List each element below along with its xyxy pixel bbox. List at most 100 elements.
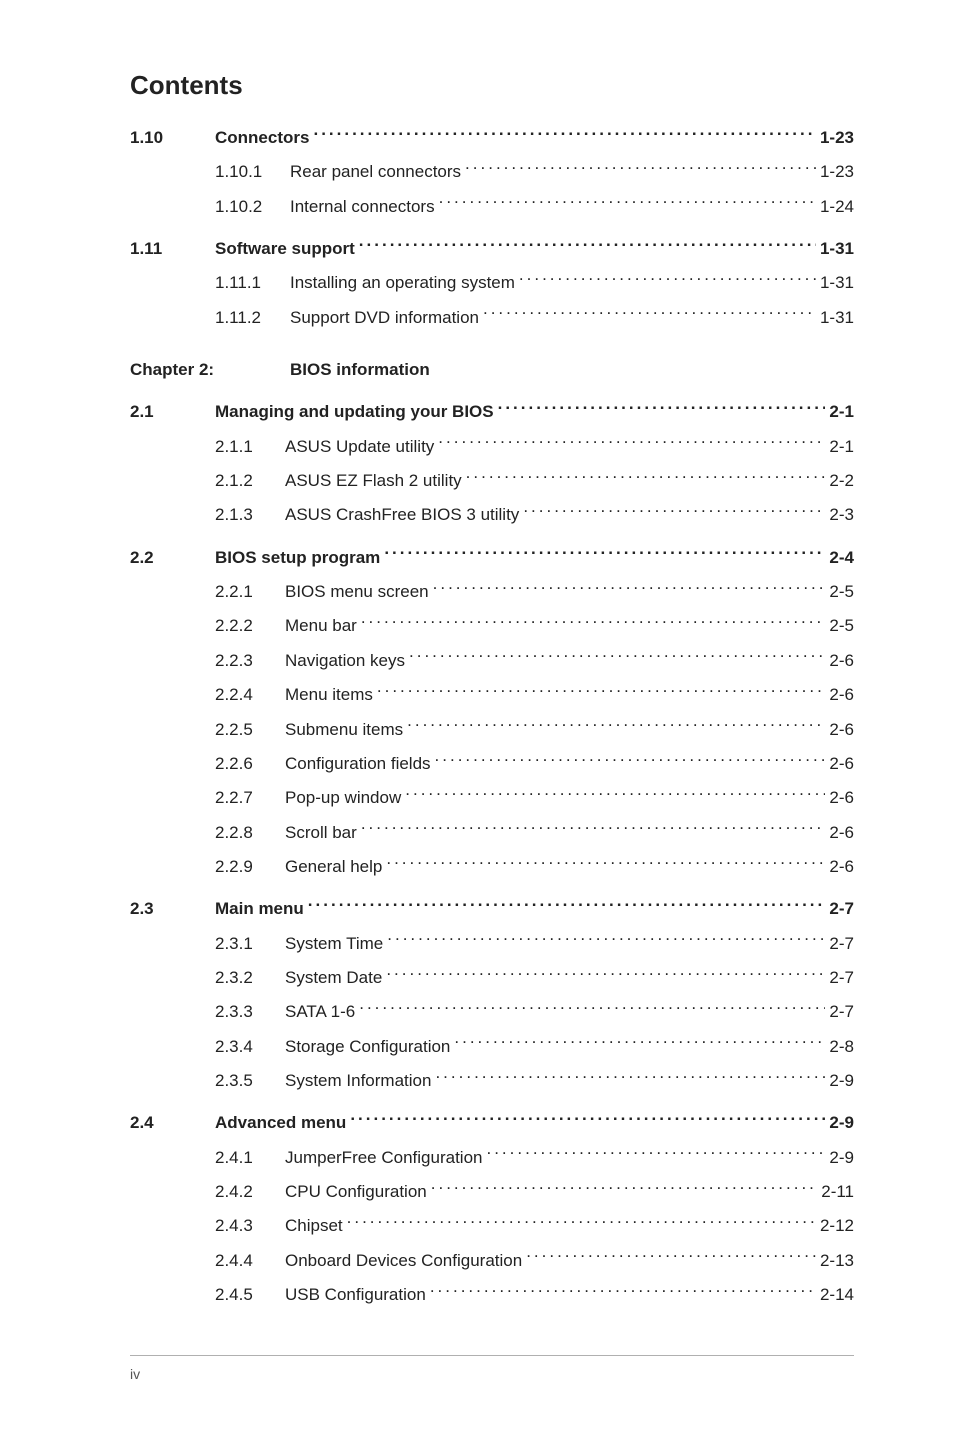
toc-sub-num: 1.10.2 <box>215 194 290 220</box>
toc-sub-num: 1.11.1 <box>215 270 290 296</box>
toc-sub-label: BIOS menu screen <box>285 579 829 605</box>
toc-section-label: Connectors <box>215 125 820 151</box>
toc-sub-num: 2.3.2 <box>215 965 285 991</box>
toc-sub-label: Chipset <box>285 1213 820 1239</box>
toc-leader-dots <box>438 435 825 452</box>
toc-chapter-num: Chapter 2: <box>130 357 290 383</box>
toc-subsection: 2.3.4Storage Configuration2-8 <box>130 1034 854 1060</box>
toc-sub-text: CPU Configuration <box>285 1179 427 1205</box>
toc-leader-dots <box>486 1146 825 1163</box>
toc-subsection: 2.2.4Menu items 2-6 <box>130 682 854 708</box>
toc-section-text: Software support <box>215 236 355 262</box>
toc-sub-label: Navigation keys <box>285 648 829 674</box>
toc-sub-text: ASUS CrashFree BIOS 3 utility <box>285 502 519 528</box>
toc-sub-text: ASUS EZ Flash 2 utility <box>285 468 462 494</box>
page-container: Contents 1.10 Connectors 1-23 1.10.1 Rea… <box>0 0 954 1438</box>
toc-leader-dots <box>359 1000 825 1017</box>
toc-leader-dots <box>465 160 816 177</box>
toc-sub-text: Configuration fields <box>285 751 431 777</box>
toc-chapter: Chapter 2: BIOS information <box>130 357 854 383</box>
toc-subsection: 2.4.3Chipset2-12 <box>130 1213 854 1239</box>
toc-sub-label: Configuration fields <box>285 751 829 777</box>
toc-sub-text: Rear panel connectors <box>290 159 461 185</box>
toc-sub-label: System Date <box>285 965 829 991</box>
toc-sub-text: Storage Configuration <box>285 1034 450 1060</box>
toc-sub-text: Internal connectors <box>290 194 435 220</box>
toc-indent <box>130 999 215 1025</box>
toc-subsection: 2.2.7Pop-up window2-6 <box>130 785 854 811</box>
toc-sub-label: Submenu items <box>285 717 829 743</box>
toc-indent <box>130 194 215 220</box>
toc-section-page: 2-9 <box>829 1110 854 1136</box>
toc-sub-page: 2-6 <box>829 785 854 811</box>
toc-indent <box>130 1179 215 1205</box>
toc-sub-page: 2-6 <box>829 717 854 743</box>
toc-section-label: Main menu <box>215 896 829 922</box>
toc-sub-text: System Time <box>285 931 383 957</box>
toc-section-num: 1.11 <box>130 236 215 262</box>
toc-sub-label: Menu bar <box>285 613 829 639</box>
toc-sub-text: Menu bar <box>285 613 357 639</box>
toc-sub-page: 1-31 <box>820 305 854 331</box>
toc-indent <box>130 434 215 460</box>
toc-sub-page: 2-6 <box>829 682 854 708</box>
toc-sub-label: System Information <box>285 1068 829 1094</box>
toc-leader-dots <box>439 195 816 212</box>
toc-leader-dots <box>361 614 826 631</box>
toc-section-text: Managing and updating your BIOS <box>215 399 494 425</box>
toc-sub-page: 1-23 <box>820 159 854 185</box>
toc-sub-text: Scroll bar <box>285 820 357 846</box>
toc-sub-page: 2-9 <box>829 1068 854 1094</box>
toc-subsection: 2.3.3SATA 1-62-7 <box>130 999 854 1025</box>
toc-section-text: Advanced menu <box>215 1110 346 1136</box>
toc-sub-num: 2.2.9 <box>215 854 285 880</box>
toc-sub-page: 2-5 <box>829 579 854 605</box>
toc-sub-text: Pop-up window <box>285 785 401 811</box>
toc-sub-page: 2-11 <box>821 1179 854 1205</box>
toc-section-label: Managing and updating your BIOS <box>215 399 829 425</box>
toc-indent <box>130 468 215 494</box>
toc-sub-num: 1.10.1 <box>215 159 290 185</box>
toc-section-label: Advanced menu <box>215 1110 829 1136</box>
toc-sub-text: USB Configuration <box>285 1282 426 1308</box>
toc-subsection: 2.2.5Submenu items2-6 <box>130 717 854 743</box>
toc-chapter-title: BIOS information <box>290 357 430 383</box>
toc-sub-page: 2-13 <box>820 1248 854 1274</box>
toc-leader-dots <box>308 897 826 914</box>
toc-leader-dots <box>431 1180 817 1197</box>
toc-sub-num: 2.2.4 <box>215 682 285 708</box>
toc-sub-num: 2.4.2 <box>215 1179 285 1205</box>
table-of-contents: 1.10 Connectors 1-23 1.10.1 Rear panel c… <box>130 125 854 1308</box>
toc-sub-text: General help <box>285 854 382 880</box>
toc-sub-num: 2.1.1 <box>215 434 285 460</box>
toc-section: 2.1 Managing and updating your BIOS 2-1 <box>130 399 854 425</box>
toc-sub-label: JumperFree Configuration <box>285 1145 829 1171</box>
toc-sub-num: 2.4.1 <box>215 1145 285 1171</box>
toc-section-label: BIOS setup program <box>215 545 829 571</box>
toc-sub-text: Menu items <box>285 682 373 708</box>
toc-subsection: 2.4.1JumperFree Configuration2-9 <box>130 1145 854 1171</box>
toc-indent <box>130 1034 215 1060</box>
toc-subsection: 2.4.2CPU Configuration 2-11 <box>130 1179 854 1205</box>
toc-sub-text: Navigation keys <box>285 648 405 674</box>
toc-indent <box>130 270 215 296</box>
toc-sub-label: Pop-up window <box>285 785 829 811</box>
toc-subsection: 1.11.2 Support DVD information 1-31 <box>130 305 854 331</box>
toc-section-text: BIOS setup program <box>215 545 380 571</box>
toc-sub-label: Support DVD information <box>290 305 820 331</box>
toc-sub-text: System Date <box>285 965 382 991</box>
toc-sub-page: 1-24 <box>820 194 854 220</box>
toc-section: 2.4 Advanced menu 2-9 <box>130 1110 854 1136</box>
toc-sub-label: CPU Configuration <box>285 1179 821 1205</box>
toc-sub-label: Storage Configuration <box>285 1034 829 1060</box>
toc-indent <box>130 648 215 674</box>
toc-sub-label: SATA 1-6 <box>285 999 829 1025</box>
toc-subsection: 2.2.3Navigation keys2-6 <box>130 648 854 674</box>
toc-subsection: 1.10.2 Internal connectors 1-24 <box>130 194 854 220</box>
toc-sub-num: 2.3.5 <box>215 1068 285 1094</box>
toc-section: 1.10 Connectors 1-23 <box>130 125 854 151</box>
toc-subsection: 1.11.1 Installing an operating system 1-… <box>130 270 854 296</box>
toc-sub-num: 2.2.6 <box>215 751 285 777</box>
toc-leader-dots <box>313 126 816 143</box>
toc-section-num: 1.10 <box>130 125 215 151</box>
